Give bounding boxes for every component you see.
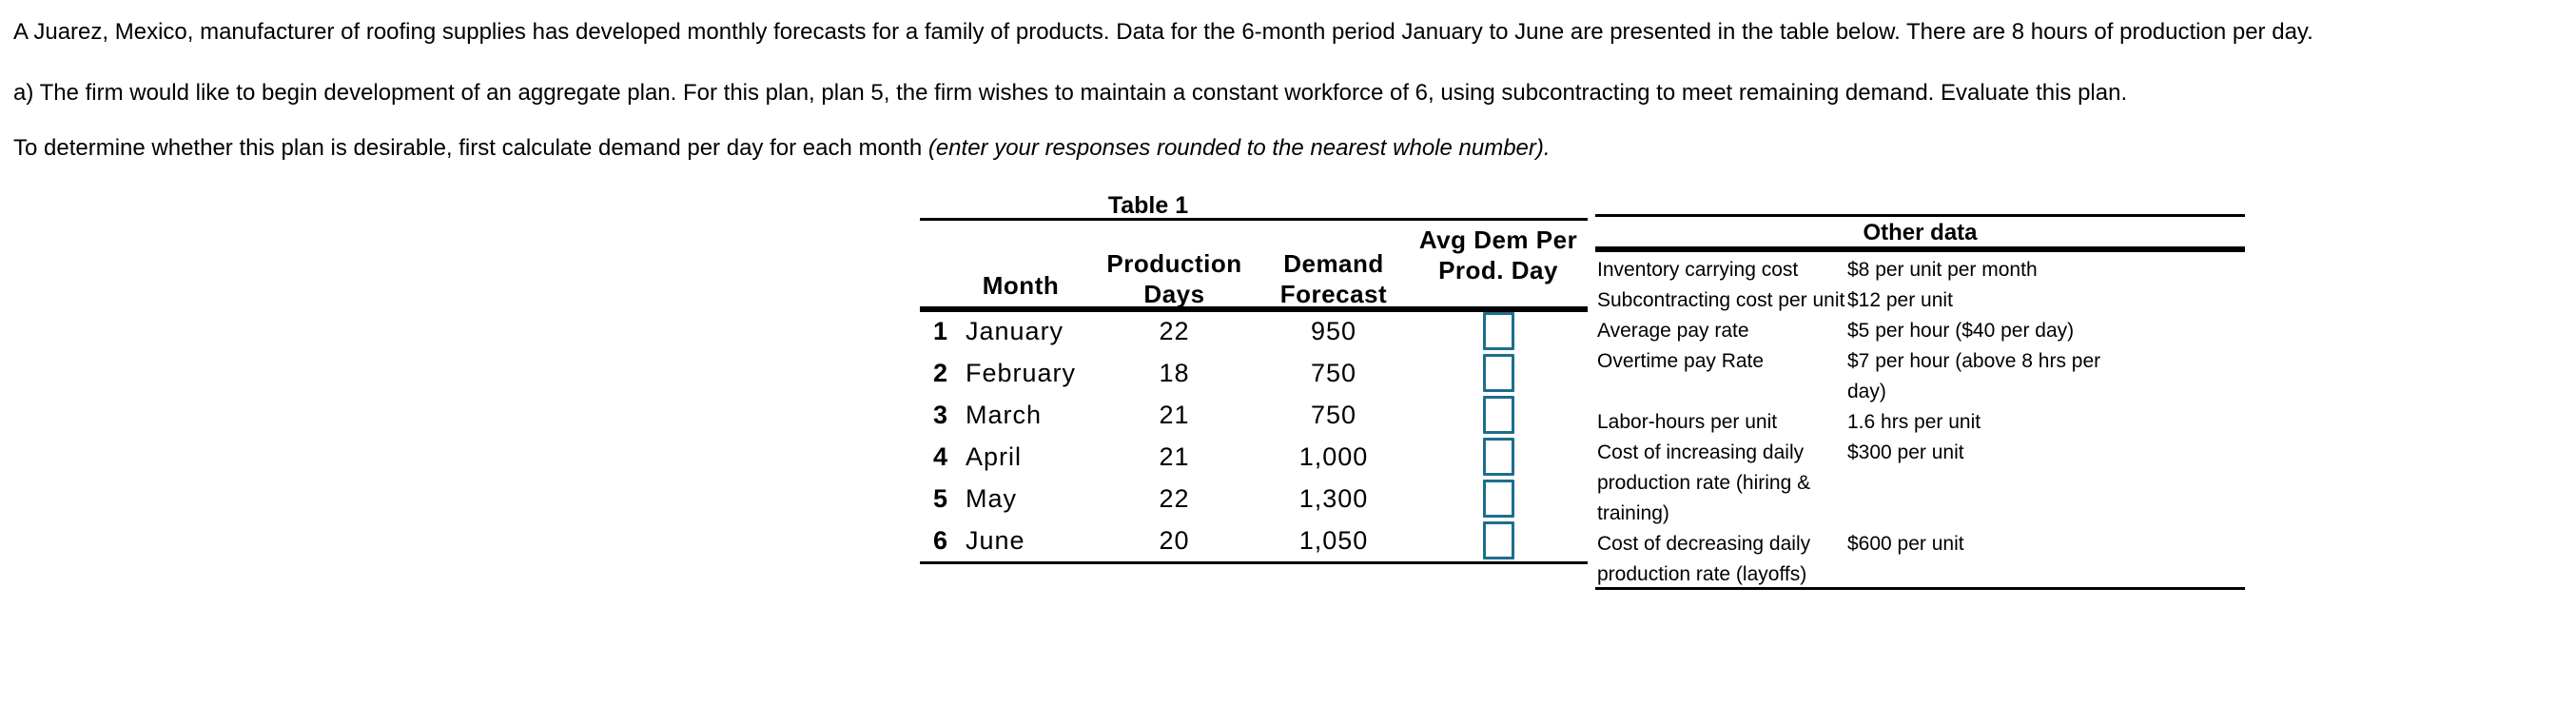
column-header-month: Month [982, 271, 1060, 300]
row-number: 5 [932, 483, 948, 513]
table-row-january: 1 January 22 950 [920, 310, 1588, 352]
avg-demand-input-march[interactable] [1482, 396, 1514, 434]
column-header-demand-forecast-line1: Demand [1283, 249, 1384, 278]
other-data-value: $8 per unit per month [1847, 259, 2038, 281]
demand-forecast-cell: 1,050 [1298, 525, 1369, 555]
column-header-production-days-line1: Production [1106, 249, 1242, 278]
other-data-row: Inventory carrying cost $8 per unit per … [1597, 255, 2225, 285]
production-days-cell: 22 [1159, 316, 1190, 345]
table1-header-rule [920, 306, 1588, 312]
production-days-cell: 18 [1159, 358, 1190, 387]
other-data-label: Subcontracting cost per unit [1597, 289, 1845, 311]
row-number: 2 [932, 358, 948, 387]
other-data-body: Inventory carrying cost $8 per unit per … [1597, 255, 2225, 590]
month-cell: February [966, 358, 1077, 387]
column-header-avg-dem-line1: Avg Dem Per [1418, 226, 1578, 254]
month-cell: March [966, 400, 1043, 429]
column-header-avg-dem-line2: Prod. Day [1438, 256, 1558, 284]
other-data-value: $7 per hour (above 8 hrs per day) [1847, 350, 2101, 402]
other-data-row: Cost of increasing daily production rate… [1597, 438, 2225, 529]
other-data-label: Overtime pay Rate [1597, 350, 1765, 372]
other-data-bottom-rule [1595, 587, 2245, 590]
month-cell: May [966, 483, 1018, 513]
problem-statement-line1: A Juarez, Mexico, manufacturer of roofin… [13, 19, 2313, 45]
table-row-may: 5 May 22 1,300 [920, 478, 1588, 520]
column-header-demand-forecast: Demand Forecast [1258, 248, 1410, 309]
other-data-label: Average pay rate [1597, 320, 1749, 342]
month-cell: April [966, 441, 1023, 471]
table-row-june: 6 June 20 1,050 [920, 520, 1588, 561]
other-data-table: Other data Inventory carrying cost $8 pe… [1595, 209, 2245, 592]
avg-demand-input-february[interactable] [1482, 354, 1514, 392]
other-data-value: $12 per unit [1847, 289, 1953, 311]
instruction-text: To determine whether this plan is desira… [13, 135, 928, 161]
row-number: 3 [932, 400, 948, 429]
demand-forecast-cell: 750 [1310, 358, 1357, 387]
other-data-label: Cost of decreasing daily production rate… [1597, 533, 1811, 585]
other-data-label: Inventory carrying cost [1597, 259, 1799, 281]
other-data-value: $600 per unit [1847, 533, 1964, 555]
avg-demand-input-january[interactable] [1482, 312, 1514, 350]
instruction-italic-note: (enter your responses rounded to the nea… [927, 135, 1551, 161]
other-data-title: Other data [1863, 220, 1978, 245]
other-data-label: Labor-hours per unit [1597, 411, 1778, 433]
other-data-label: Cost of increasing daily production rate… [1597, 441, 1811, 524]
table1: Table 1 Month Production Days Demand For… [920, 190, 1588, 567]
other-data-row: Average pay rate $5 per hour ($40 per da… [1597, 316, 2225, 346]
avg-demand-input-june[interactable] [1482, 521, 1514, 559]
other-data-value: $300 per unit [1847, 441, 1964, 463]
problem-statement-line3: To determine whether this plan is desira… [13, 134, 1551, 163]
production-days-cell: 20 [1159, 525, 1190, 555]
month-cell: January [966, 316, 1064, 345]
table-row-february: 2 February 18 750 [920, 352, 1588, 394]
table1-top-rule [920, 218, 1588, 221]
column-header-demand-forecast-line2: Forecast [1279, 280, 1388, 308]
row-number: 1 [932, 316, 948, 345]
other-data-header-rule [1595, 246, 2245, 252]
avg-demand-input-may[interactable] [1482, 480, 1514, 518]
demand-forecast-cell: 750 [1310, 400, 1357, 429]
other-data-value: $5 per hour ($40 per day) [1847, 320, 2075, 342]
column-header-avg-dem-per-prod-day: Avg Dem Per Prod. Day [1410, 225, 1587, 285]
demand-forecast-cell: 1,300 [1298, 483, 1369, 513]
other-data-value: 1.6 hrs per unit [1847, 411, 1981, 433]
table1-bottom-rule [920, 561, 1588, 564]
other-data-row: Overtime pay Rate $7 per hour (above 8 h… [1597, 346, 2225, 407]
demand-forecast-cell: 1,000 [1298, 441, 1369, 471]
production-days-cell: 21 [1159, 441, 1190, 471]
avg-demand-input-april[interactable] [1482, 438, 1514, 476]
row-number: 6 [932, 525, 948, 555]
table-row-april: 4 April 21 1,000 [920, 436, 1588, 478]
table1-body: 1 January 22 950 2 February 18 750 3 Mar… [920, 310, 1588, 561]
production-days-cell: 21 [1159, 400, 1190, 429]
other-data-top-rule [1595, 214, 2245, 217]
demand-forecast-cell: 950 [1310, 316, 1357, 345]
problem-statement-line2: a) The firm would like to begin developm… [13, 80, 2128, 106]
table-row-march: 3 March 21 750 [920, 394, 1588, 436]
table1-title: Table 1 [1107, 192, 1189, 219]
row-number: 4 [932, 441, 948, 471]
other-data-row: Subcontracting cost per unit $12 per uni… [1597, 285, 2225, 316]
column-header-production-days-line2: Days [1143, 280, 1205, 308]
other-data-row: Cost of decreasing daily production rate… [1597, 529, 2225, 590]
other-data-row: Labor-hours per unit 1.6 hrs per unit [1597, 407, 2225, 438]
production-days-cell: 22 [1159, 483, 1190, 513]
column-header-production-days: Production Days [1091, 248, 1258, 309]
month-cell: June [966, 525, 1025, 555]
